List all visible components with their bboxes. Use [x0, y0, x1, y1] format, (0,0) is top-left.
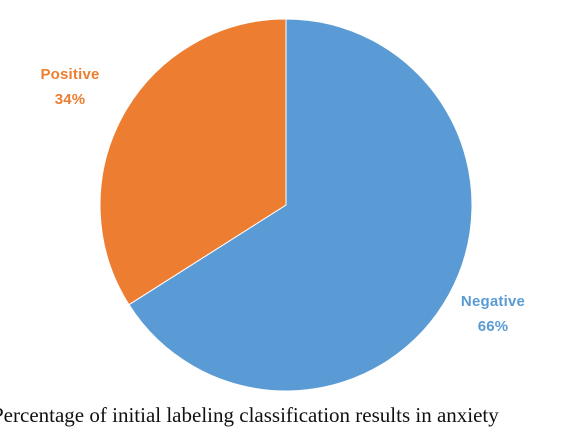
slice-label-negative-percent: 66% — [478, 318, 509, 335]
pie-slices — [99, 18, 473, 392]
slice-label-negative-name: Negative — [461, 293, 525, 310]
slice-label-positive-percent: 34% — [55, 91, 86, 108]
slice-label-positive-name: Positive — [40, 66, 99, 83]
pie-slice-positive — [99, 18, 287, 306]
pie-labels: Negative 66% Positive 34% — [40, 66, 525, 335]
pie-slice-negative — [128, 18, 473, 392]
pie-chart: Negative 66% Positive 34% — [40, 18, 525, 392]
figure-caption: Percentage of initial labeling classific… — [0, 403, 499, 427]
